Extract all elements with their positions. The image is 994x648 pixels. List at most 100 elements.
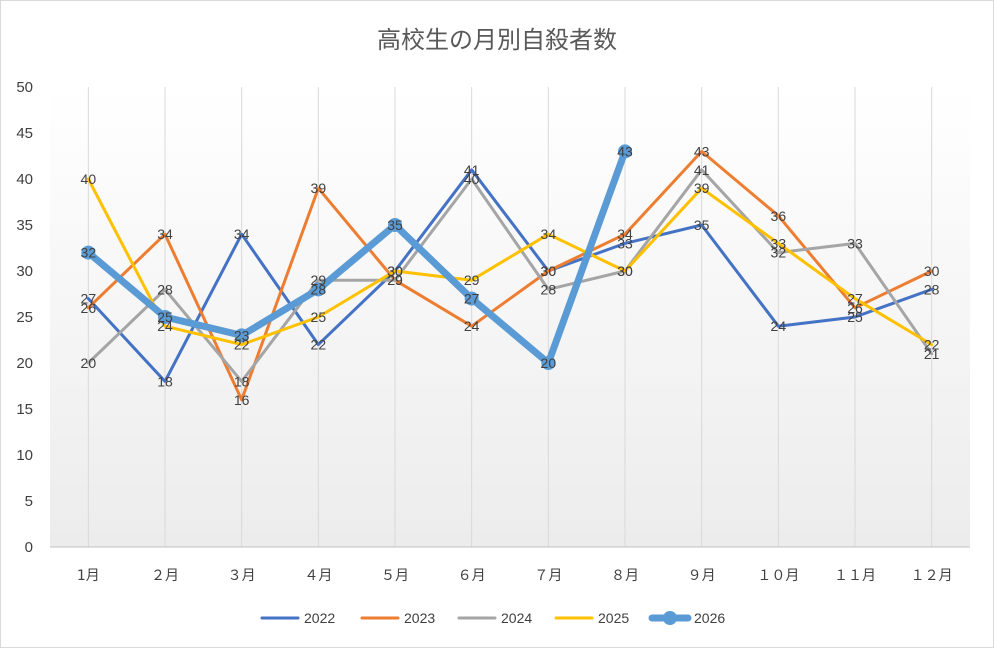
data-label: 21 (924, 346, 940, 362)
data-label: 28 (541, 281, 557, 297)
data-label: 43 (617, 143, 633, 159)
data-label: 30 (541, 263, 557, 279)
y-tick-label: 30 (16, 263, 33, 280)
data-label: 43 (694, 143, 710, 159)
y-tick-label: 40 (16, 171, 33, 188)
data-label: 26 (81, 300, 97, 316)
axes: 0 5 10 15 20 25 30 35 40 45 50 1月 ２月 ３月 ４月 ５月 ６月 ７月 ８月 ９月 １０… (16, 79, 970, 584)
x-tick-label: １１月 (834, 568, 876, 584)
data-label: 32 (771, 245, 787, 261)
y-tick-label: 35 (16, 217, 33, 234)
data-label: 22 (234, 337, 250, 353)
x-tick-label: ８月 (611, 568, 639, 584)
data-label: 20 (81, 355, 97, 371)
series-line-2026 (84, 147, 629, 367)
data-label: 41 (694, 162, 710, 178)
data-label: 30 (617, 263, 633, 279)
x-tick-label: ９月 (688, 568, 716, 584)
series-line-2023 (86, 149, 934, 402)
data-labels: 2718342230413033352425282634163929243034… (81, 143, 940, 407)
legend-label: 2026 (694, 610, 725, 626)
data-label: 23 (234, 327, 250, 343)
x-tick-label: ２月 (151, 568, 179, 584)
x-tick-label: ５月 (381, 568, 409, 584)
data-label: 28 (924, 281, 940, 297)
y-tick-label: 25 (16, 309, 33, 326)
gridlines (87, 87, 933, 547)
data-label: 25 (847, 309, 863, 325)
data-label: 29 (464, 272, 480, 288)
data-label: 32 (81, 245, 97, 261)
legend-label: 2025 (598, 610, 629, 626)
data-label: 36 (771, 208, 787, 224)
data-label: 33 (617, 235, 633, 251)
x-tick-label: １０月 (757, 568, 799, 584)
data-label: 30 (541, 263, 557, 279)
data-label: 30 (617, 263, 633, 279)
data-label: 39 (694, 180, 710, 196)
data-marker (541, 356, 556, 370)
data-label: 22 (924, 337, 940, 353)
x-tick-label: １２月 (911, 568, 953, 584)
chart-title: 高校生の月別自殺者数 (377, 26, 617, 54)
data-label: 28 (311, 281, 327, 297)
data-label: 24 (771, 318, 787, 334)
y-tick-label: 15 (16, 401, 33, 418)
data-label: 24 (157, 318, 173, 334)
data-label: 39 (311, 180, 327, 196)
y-tick-label: 0 (25, 539, 33, 556)
x-tick-label: ４月 (304, 568, 332, 584)
data-marker (388, 218, 402, 232)
data-label: 35 (694, 217, 710, 233)
data-label: 30 (924, 263, 940, 279)
data-label: 26 (847, 300, 863, 316)
data-label: 20 (541, 355, 557, 371)
legend-label: 2024 (501, 610, 532, 626)
data-label: 40 (464, 171, 480, 187)
y-tick-label: 10 (16, 447, 33, 464)
data-label: 27 (847, 291, 863, 307)
data-label: 27 (81, 291, 97, 307)
legend: 2022 2023 2024 2025 2026 (260, 610, 725, 626)
data-label: 29 (311, 272, 327, 288)
data-label: 18 (157, 373, 173, 389)
data-label: 16 (234, 392, 250, 408)
data-label: 30 (387, 263, 403, 279)
data-label: 25 (157, 309, 173, 325)
data-marker (618, 144, 632, 159)
x-tick-label: ７月 (534, 568, 562, 584)
data-marker (464, 291, 479, 306)
series-line-2025 (86, 177, 934, 347)
data-marker (234, 328, 249, 343)
data-label: 18 (234, 373, 250, 389)
y-tick-label: 5 (25, 493, 33, 510)
legend-label: 2022 (304, 610, 335, 626)
data-label: 34 (541, 226, 557, 242)
data-label: 29 (387, 272, 403, 288)
data-label: 34 (234, 226, 250, 242)
data-label: 24 (464, 318, 480, 334)
data-label: 41 (464, 162, 480, 178)
data-marker (158, 310, 172, 324)
y-tick-label: 45 (16, 125, 33, 142)
data-marker (311, 282, 326, 297)
data-label: 28 (157, 281, 173, 297)
x-tick-label: 1月 (77, 568, 100, 584)
legend-label: 2023 (404, 610, 435, 626)
legend-marker (663, 611, 677, 625)
data-label: 25 (311, 309, 327, 325)
data-marker (81, 245, 96, 260)
data-label: 34 (617, 226, 633, 242)
data-label: 22 (311, 337, 327, 353)
series-lines (81, 144, 934, 402)
data-label: 29 (387, 272, 403, 288)
data-label: 27 (464, 291, 480, 307)
data-label: 35 (387, 217, 403, 233)
y-tick-label: 50 (16, 79, 33, 96)
data-label: 33 (847, 235, 863, 251)
x-tick-label: ６月 (458, 568, 486, 584)
x-tick-label: ３月 (228, 568, 256, 584)
data-label: 33 (771, 235, 787, 251)
y-tick-label: 20 (16, 355, 33, 372)
